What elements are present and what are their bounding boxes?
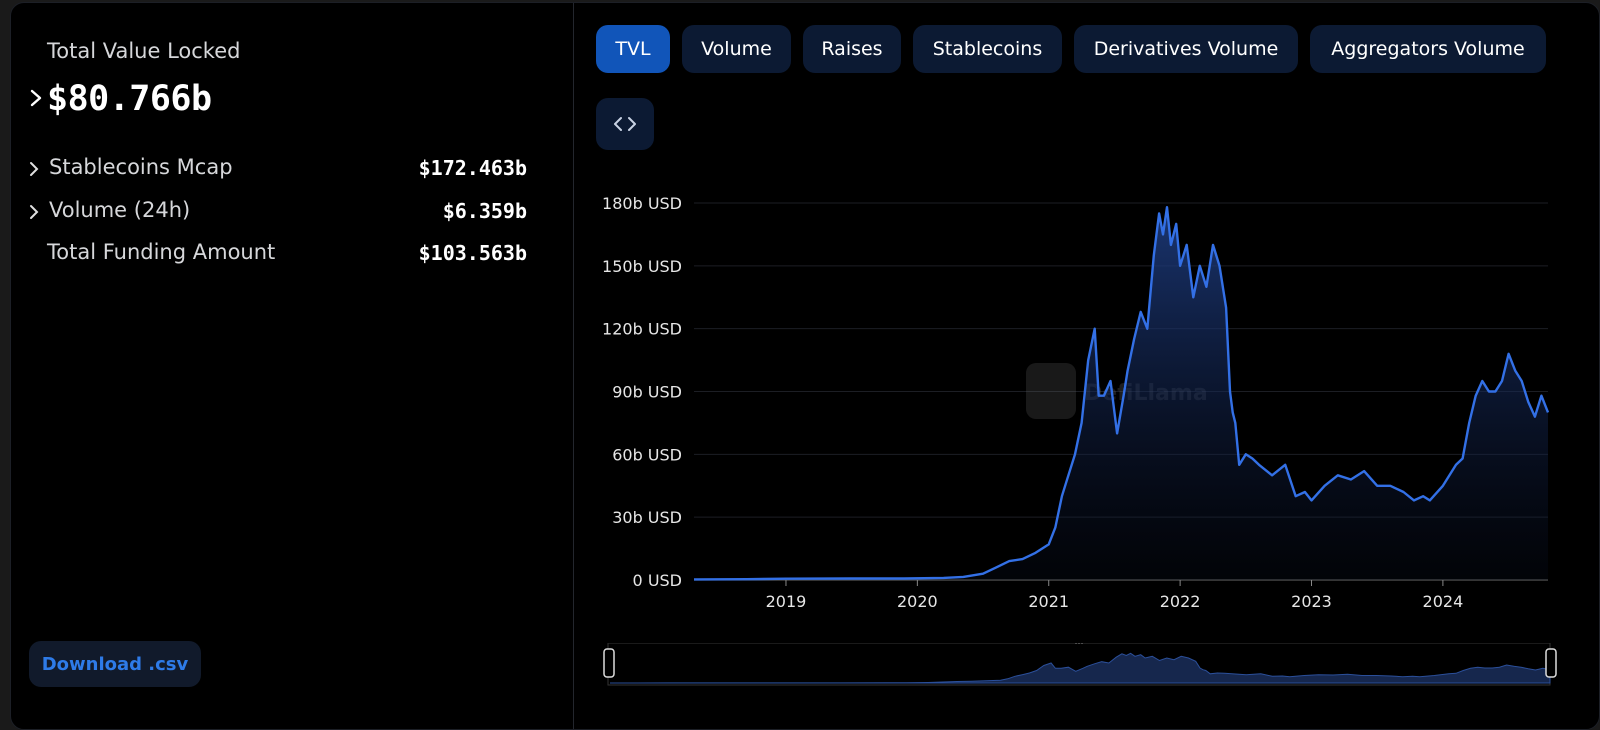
metric-row-volume[interactable]: Volume (24h) $6.359b (11, 196, 551, 228)
summary-panel: Total Value Locked $80.766b Stablecoins … (11, 3, 574, 729)
tvl-value: $80.766b (47, 79, 212, 119)
chevron-right-icon[interactable] (27, 161, 41, 177)
metric-value: $6.359b (442, 199, 527, 223)
metric-row-funding: Total Funding Amount $103.563b (11, 238, 551, 270)
tvl-line (693, 206, 1550, 581)
x-axis-labels: 2019 2020 2021 2022 2023 2024 (766, 580, 1464, 611)
tvl-label: Total Value Locked (47, 39, 241, 63)
brush-right-handle[interactable] (1545, 648, 1557, 678)
tab-aggregators-volume[interactable]: Aggregators Volume (1310, 25, 1546, 73)
metric-label: Stablecoins Mcap (49, 155, 233, 179)
tvl-chart[interactable]: 0 USD 30b USD 60b USD 90b USD 120b USD 150b U… (574, 183, 1598, 623)
embed-button[interactable] (596, 98, 654, 150)
tab-stablecoins[interactable]: Stablecoins (913, 25, 1062, 73)
metric-value: $172.463b (418, 156, 527, 180)
y-tick-label: 0 USD (633, 571, 682, 590)
y-axis-labels: 0 USD 30b USD 60b USD 90b USD 120b USD 150b U… (602, 194, 682, 590)
x-tick-label: 2019 (766, 592, 807, 611)
y-tick-label: 180b USD (602, 194, 682, 213)
download-csv-button[interactable]: Download .csv (29, 641, 201, 687)
x-tick-label: 2020 (897, 592, 938, 611)
tvl-area (694, 207, 1548, 580)
y-tick-label: 30b USD (612, 508, 682, 527)
tab-volume[interactable]: Volume (682, 25, 791, 73)
chevron-right-icon[interactable] (27, 204, 41, 220)
x-tick-label: 2023 (1291, 592, 1332, 611)
x-tick-label: 2024 (1423, 592, 1464, 611)
x-tick-label: 2021 (1028, 592, 1069, 611)
x-tick-label: 2022 (1160, 592, 1201, 611)
tab-derivatives-volume[interactable]: Derivatives Volume (1074, 25, 1298, 73)
chart-panel: TVL Volume Raises Stablecoins Derivative… (574, 3, 1599, 729)
y-tick-label: 60b USD (612, 445, 682, 464)
y-tick-label: 150b USD (602, 257, 682, 276)
brush-preview-area (609, 652, 1551, 684)
code-brackets-icon (614, 117, 636, 131)
range-brush[interactable]: ||| (574, 643, 1598, 713)
grip-icon[interactable]: ||| (1074, 643, 1083, 645)
y-tick-label: 90b USD (612, 383, 682, 402)
chevron-right-icon[interactable] (25, 87, 47, 109)
brush-left-handle[interactable] (603, 648, 615, 678)
y-tick-label: 120b USD (602, 320, 682, 339)
metric-row-stablecoins[interactable]: Stablecoins Mcap $172.463b (11, 153, 551, 185)
metric-value: $103.563b (418, 241, 527, 265)
tab-raises[interactable]: Raises (803, 25, 901, 73)
tab-tvl[interactable]: TVL (596, 25, 670, 73)
defi-dashboard-card: Total Value Locked $80.766b Stablecoins … (10, 2, 1600, 730)
metric-label: Volume (24h) (49, 198, 191, 222)
metric-label: Total Funding Amount (47, 240, 276, 264)
